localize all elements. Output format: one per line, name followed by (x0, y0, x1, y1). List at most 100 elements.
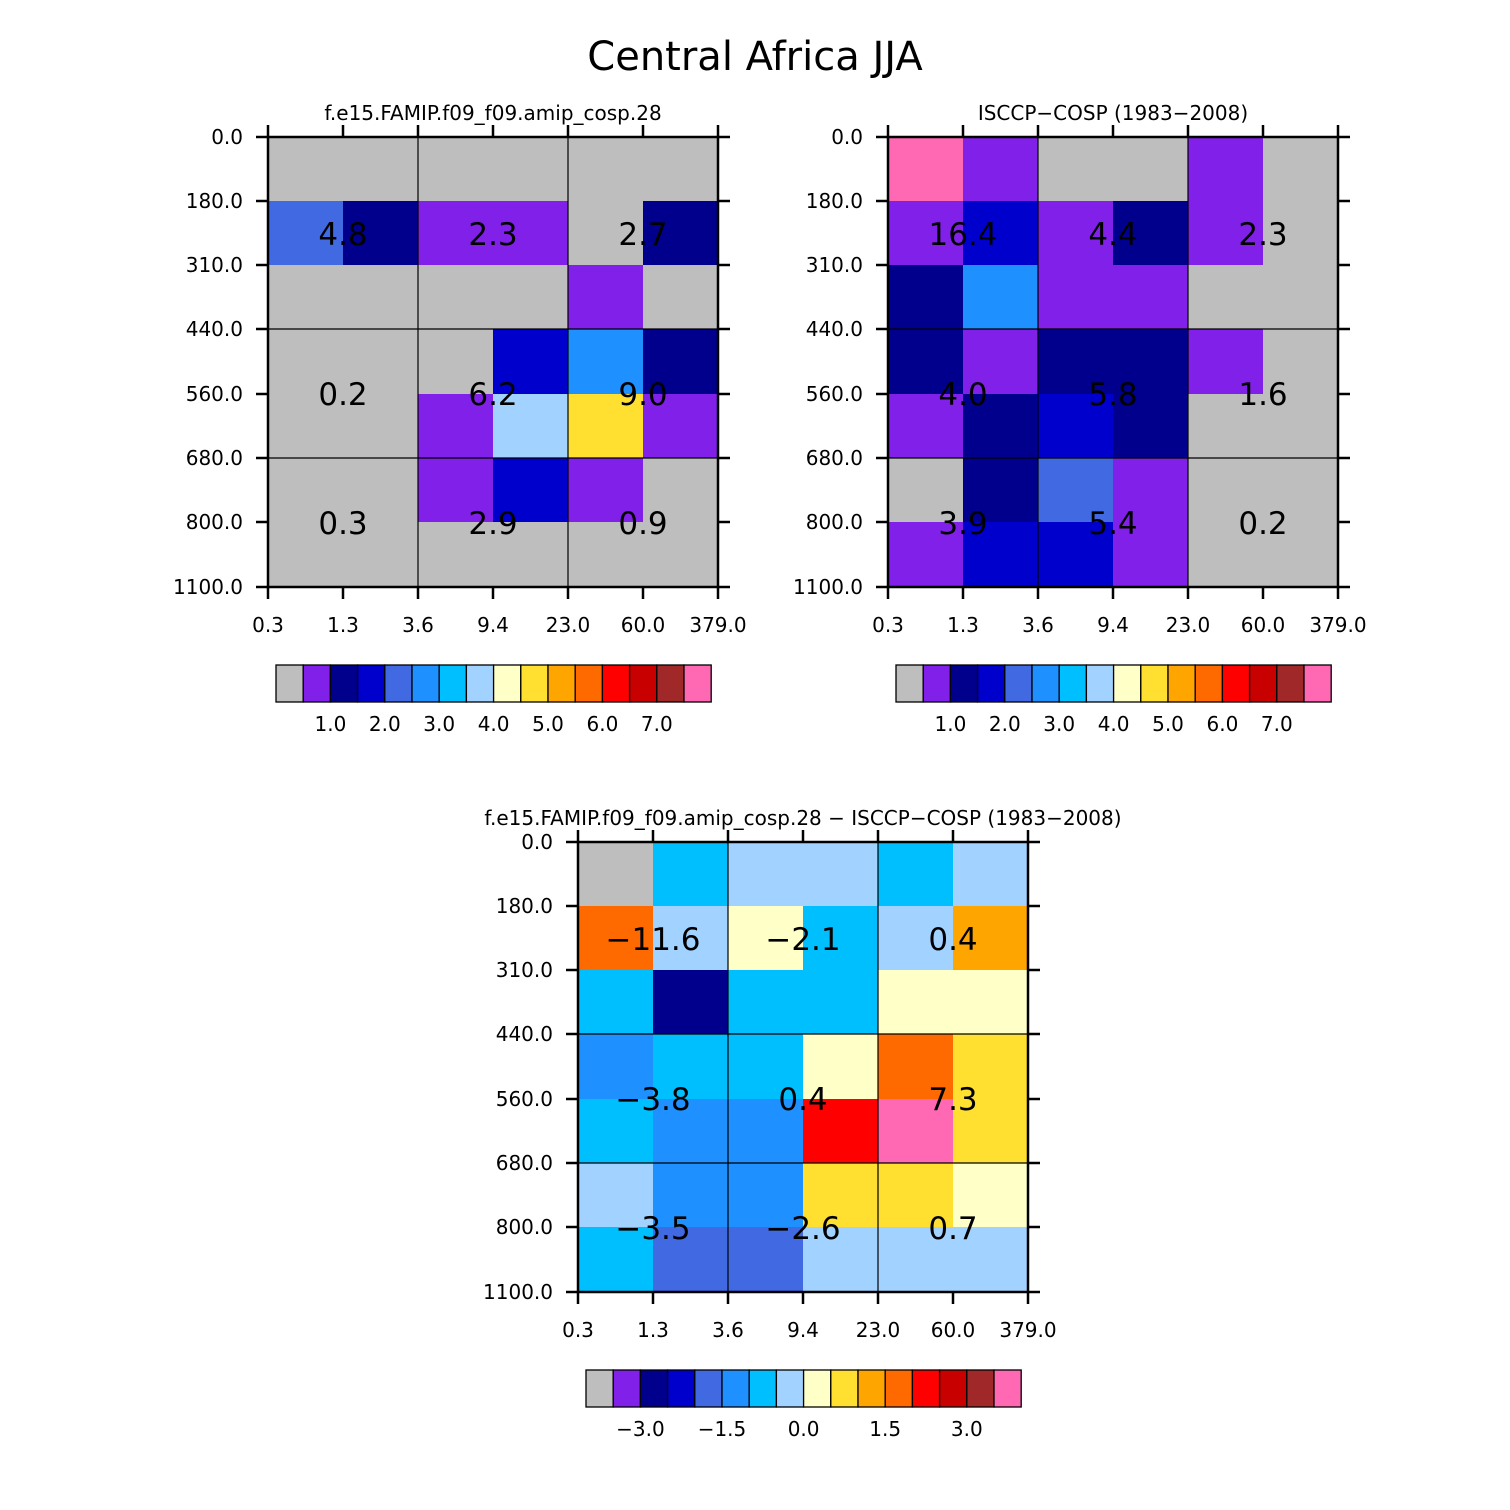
colorbar-box (884, 1369, 914, 1408)
group-value-label: 6.2 (468, 377, 517, 413)
heatmap-cell (578, 970, 654, 1035)
heatmap-cell (1263, 458, 1339, 523)
group-value-label: 0.3 (318, 506, 367, 542)
group-value-label: −2.6 (765, 1211, 840, 1247)
y-tick-label: 800.0 (186, 510, 243, 534)
heatmap-cell (343, 201, 419, 266)
colorbar-label: 5.0 (532, 712, 564, 736)
group-value-label: 0.4 (778, 1082, 827, 1118)
colorbar-box (1276, 664, 1305, 703)
heatmap-cell (803, 1227, 879, 1293)
x-tick-label: 0.3 (252, 613, 284, 637)
heatmap-cell (888, 265, 964, 330)
heatmap-cell (1113, 394, 1189, 459)
colorbar-label: 4.0 (1098, 712, 1130, 736)
heatmap-cell (803, 970, 879, 1035)
group-value-label: 4.0 (938, 377, 987, 413)
heatmap-cell (1263, 265, 1339, 330)
colorbar-label: 2.0 (369, 712, 401, 736)
colorbar-box (694, 1369, 723, 1408)
x-tick-label: 23.0 (1166, 613, 1211, 637)
heatmap-cell (728, 842, 804, 907)
heatmap-cell (1188, 137, 1264, 202)
colorbar-box (1004, 664, 1033, 703)
heatmap-cell (568, 522, 644, 588)
colorbar-box (547, 664, 576, 703)
heatmap-cell (418, 265, 494, 330)
colorbar-box (574, 664, 604, 703)
colorbar-box (656, 664, 685, 703)
heatmap-cell (888, 458, 964, 523)
colorbar-box (356, 664, 386, 703)
heatmap-cell (493, 458, 569, 523)
heatmap-cell (343, 522, 419, 588)
heatmap-cell (888, 522, 964, 588)
heatmap-cell (1263, 201, 1339, 266)
x-tick-label: 3.6 (712, 1318, 744, 1342)
heatmap-cell (268, 522, 344, 588)
heatmap-cell (643, 394, 719, 459)
heatmap-cell (963, 329, 1039, 395)
heatmap-cell (268, 394, 344, 459)
heatmap-cell (953, 906, 1029, 971)
colorbar-label: 7.0 (641, 712, 673, 736)
y-tick-label: 310.0 (496, 958, 553, 982)
y-tick-label: 0.0 (521, 830, 553, 854)
colorbar-box (802, 1369, 832, 1408)
panel-title: f.e15.FAMIP.f09_f09.amip_cosp.28 − ISCCP… (484, 806, 1121, 830)
heatmap-cell (963, 394, 1039, 459)
x-tick-label: 1.3 (327, 613, 359, 637)
panel-title: ISCCP−COSP (1983−2008) (978, 101, 1248, 125)
colorbar-box (1248, 664, 1278, 703)
colorbar-box (1140, 664, 1169, 703)
heatmap-cell (1113, 137, 1189, 202)
heatmap-cell (1188, 458, 1264, 523)
heatmap-cell (1038, 201, 1114, 266)
heatmap-cell (803, 842, 879, 907)
x-tick-label: 1.3 (637, 1318, 669, 1342)
x-tick-label: 1.3 (947, 613, 979, 637)
heatmap-cell (953, 1034, 1029, 1100)
heatmap-cell (568, 265, 644, 330)
heatmap-cell (888, 201, 964, 266)
heatmap-cell (953, 842, 1029, 907)
heatmap-panel-1: f.e15.FAMIP.f09_f09.amip_cosp.28 4.8 2.3 2.… (173, 101, 747, 736)
colorbar-box (438, 664, 468, 703)
colorbar-box (275, 664, 304, 703)
heatmap-cell (568, 137, 644, 202)
heatmap-cell (418, 522, 494, 588)
colorbar-box (949, 664, 979, 703)
heatmap-cell (568, 458, 644, 523)
x-tick-label: 379.0 (1309, 613, 1366, 637)
group-value-label: 0.4 (928, 922, 977, 958)
colorbar-box (492, 664, 522, 703)
colorbar-box (1058, 664, 1088, 703)
heatmap-cell (493, 522, 569, 588)
heatmap-cell (1113, 329, 1189, 395)
heatmap-cell (1038, 522, 1114, 588)
x-tick-label: 9.4 (477, 613, 509, 637)
y-tick-label: 800.0 (496, 1215, 553, 1239)
colorbar: −3.0 −1.5 0.0 1.5 3.0 (585, 1369, 1022, 1441)
x-tick-label: 0.3 (872, 613, 904, 637)
colorbar-box (895, 664, 924, 703)
heatmap-cell (803, 1163, 879, 1228)
colorbar-box (683, 664, 712, 703)
colorbar-box (748, 1369, 778, 1408)
heatmap-cell (418, 458, 494, 523)
group-value-label: 0.9 (618, 506, 667, 542)
heatmap-cell (803, 1099, 879, 1164)
heatmap-cell (1038, 458, 1114, 523)
y-tick-label: 180.0 (186, 189, 243, 213)
y-tick-label: 1100.0 (793, 575, 863, 599)
heatmap-cell (493, 265, 569, 330)
heatmap-cell (1113, 458, 1189, 523)
group-value-label: 3.9 (938, 506, 987, 542)
colorbar-label: 0.0 (788, 1417, 820, 1441)
colorbar-label: −3.0 (616, 1417, 665, 1441)
group-value-label: 1.6 (1238, 377, 1287, 413)
x-tick-label: 379.0 (999, 1318, 1056, 1342)
x-tick-label: 3.6 (402, 613, 434, 637)
y-tick-label: 800.0 (806, 510, 863, 534)
